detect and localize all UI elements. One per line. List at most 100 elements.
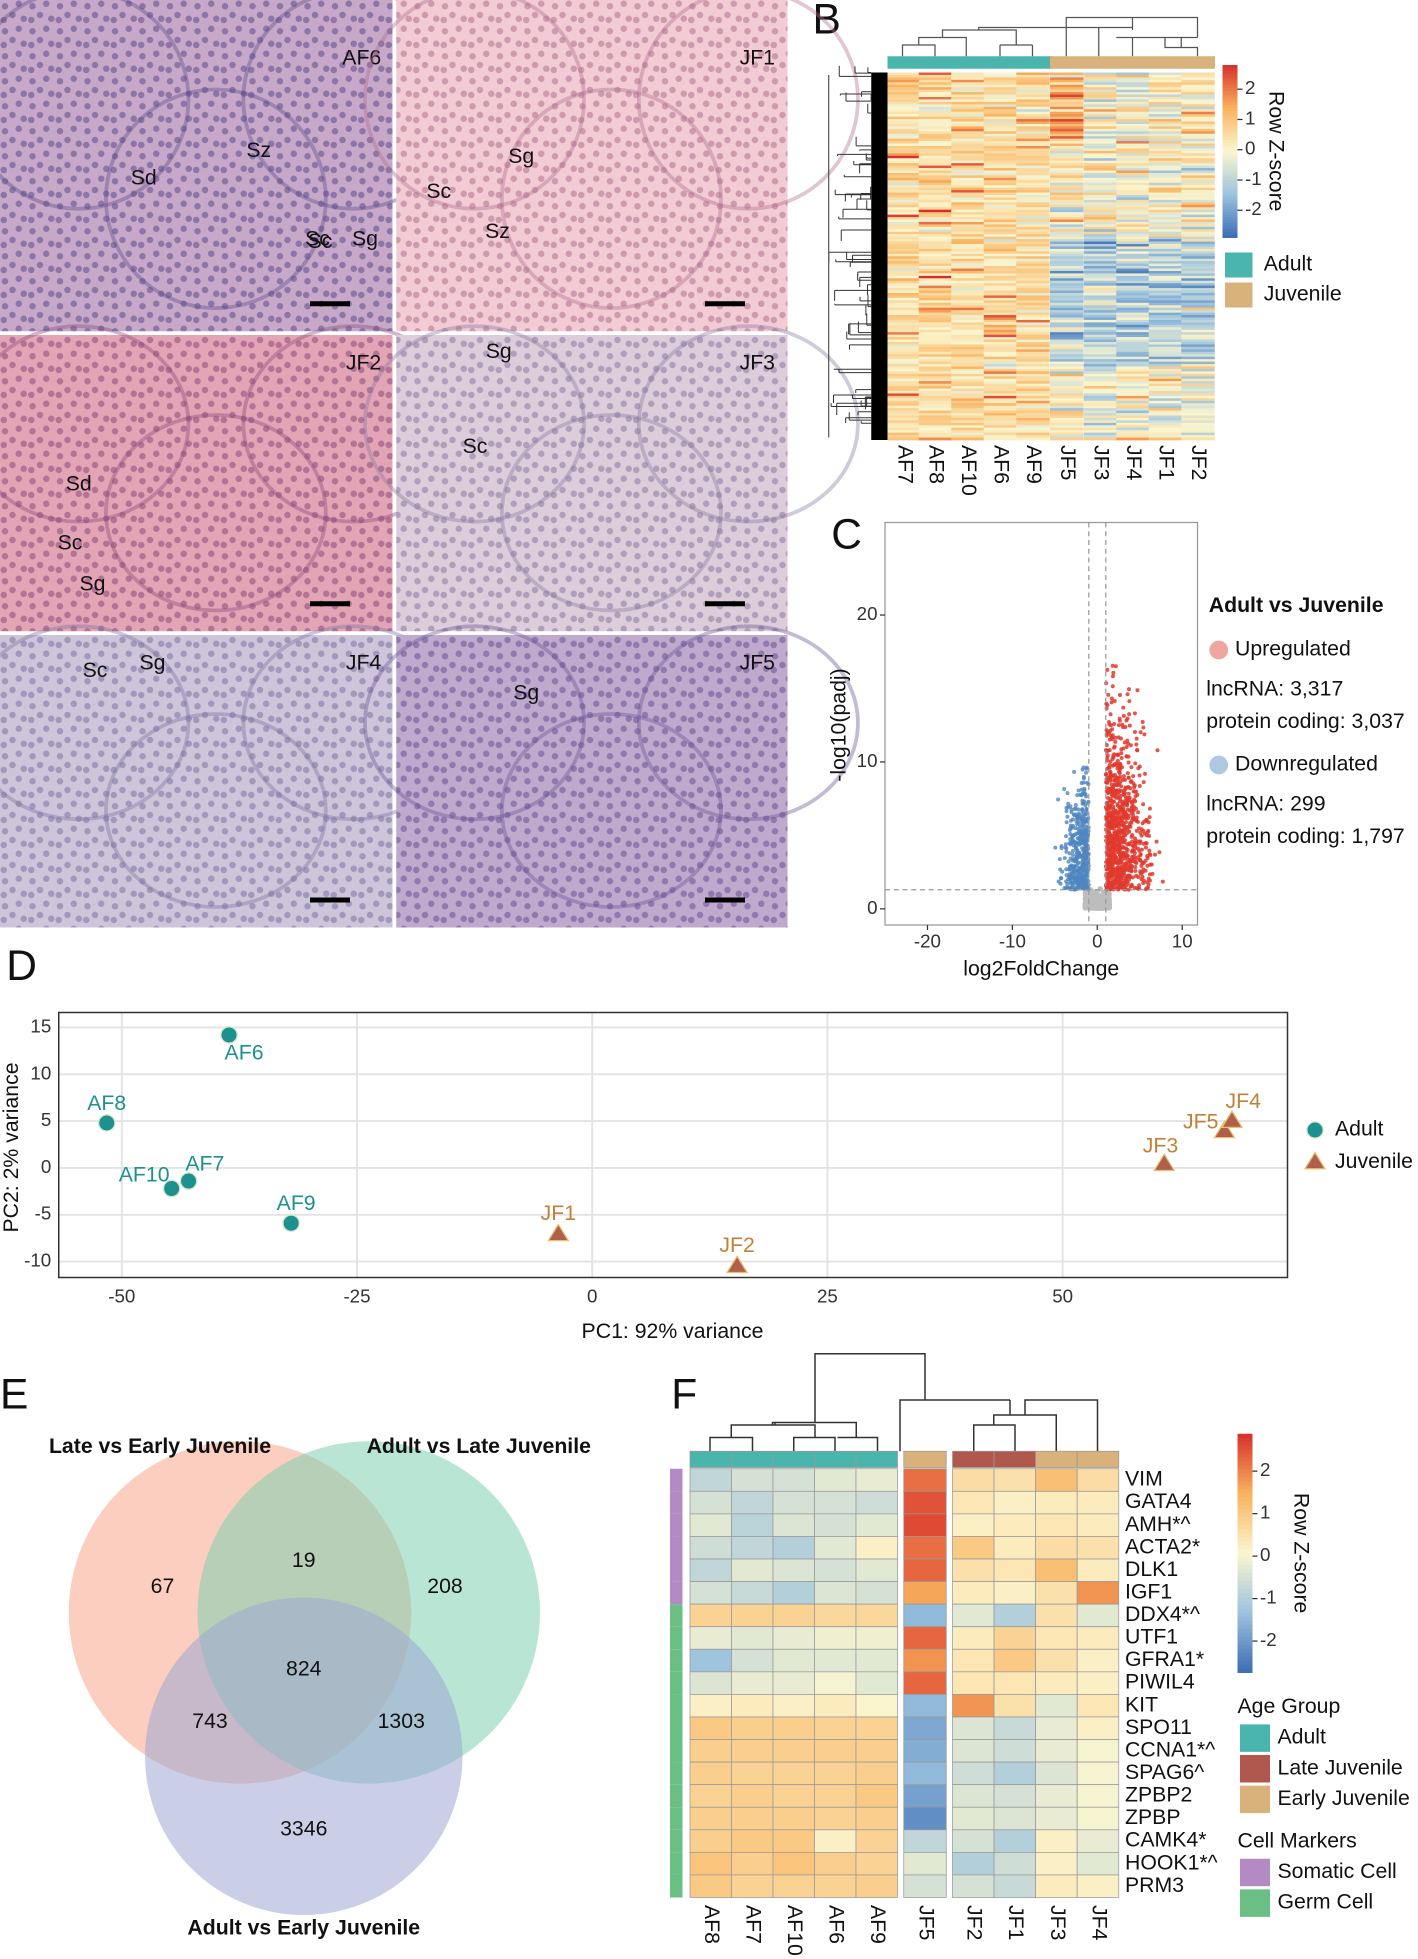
heatmap-texture <box>887 251 921 255</box>
heatmap-texture <box>1116 268 1150 272</box>
heatmap-texture <box>951 295 985 299</box>
heatmap-cell <box>814 1558 857 1582</box>
colorbar-step <box>1237 1465 1253 1471</box>
heatmap-texture <box>1181 339 1215 343</box>
heatmap-texture <box>1050 248 1084 252</box>
heatmap-texture <box>1083 368 1118 372</box>
heatmap-cell <box>993 1716 1036 1740</box>
heatmap-texture <box>887 307 921 311</box>
heatmap-texture <box>1050 253 1084 257</box>
group-bar <box>689 1450 732 1468</box>
heatmap-cell <box>1076 1513 1120 1537</box>
point-texture <box>1113 855 1118 860</box>
heatmap-texture <box>983 413 1018 416</box>
colorbar-step <box>1237 1501 1253 1506</box>
heatmap-texture <box>1016 214 1050 218</box>
heatmap-cell <box>993 1829 1036 1853</box>
heatmap-texture <box>983 197 1018 201</box>
heatmap-texture <box>983 109 1018 113</box>
heatmap-texture <box>1116 364 1150 367</box>
heatmap-texture <box>983 324 1018 328</box>
heatmap-texture <box>1016 241 1050 245</box>
heatmap-texture <box>1116 261 1150 264</box>
set-label: Late vs Early Juvenile <box>49 1434 271 1458</box>
heatmap-texture <box>918 106 953 110</box>
heatmap-cell <box>952 1829 995 1853</box>
heatmap-texture <box>1148 74 1183 78</box>
heatmap-texture <box>1050 195 1084 198</box>
heatmap-texture <box>1181 185 1215 189</box>
heatmap-cell <box>1076 1739 1120 1763</box>
heatmap-texture <box>1050 378 1084 382</box>
heatmap-texture <box>1116 405 1150 409</box>
heatmap-texture <box>887 410 921 414</box>
heatmap-texture <box>1050 138 1084 142</box>
point-texture <box>1120 866 1125 871</box>
heatmap-texture <box>1016 141 1050 144</box>
heatmap-texture <box>1181 329 1215 333</box>
heatmap-texture <box>887 82 921 86</box>
heatmap-texture <box>951 229 985 233</box>
heatmap-texture <box>918 373 953 377</box>
heatmap-texture <box>983 199 1018 203</box>
point-texture <box>1132 729 1137 734</box>
heatmap-texture <box>1050 77 1084 81</box>
point-texture <box>1139 863 1144 868</box>
point-texture <box>1119 882 1124 887</box>
x-tick-label: -10 <box>999 930 1026 951</box>
point-texture <box>1109 700 1114 705</box>
heatmap-texture <box>983 251 1018 255</box>
heatmap-texture <box>887 354 921 358</box>
heatmap-texture <box>1148 253 1183 257</box>
micrograph <box>0 635 393 928</box>
heatmap-texture <box>1116 72 1150 76</box>
legend-title: Age Group <box>1238 1694 1341 1718</box>
heatmap-texture <box>1016 155 1050 159</box>
heatmap-texture <box>887 160 921 164</box>
heatmap-texture <box>983 383 1018 387</box>
heatmap-texture <box>887 305 921 309</box>
heatmap-texture <box>887 109 921 113</box>
heatmap-texture <box>983 422 1018 426</box>
colorbar-step <box>1222 159 1238 164</box>
heatmap-texture <box>951 258 985 262</box>
heatmap-texture <box>1148 354 1183 358</box>
heatmap-texture <box>1148 87 1183 91</box>
heatmap-texture <box>1181 332 1215 336</box>
point-texture <box>1109 833 1114 838</box>
colorbar-step <box>1222 191 1238 195</box>
heatmap-texture <box>983 138 1018 142</box>
point-texture <box>1122 838 1127 843</box>
heatmap-cell <box>772 1806 815 1831</box>
heatmap-texture <box>1050 346 1084 350</box>
heatmap-cell <box>731 1806 774 1831</box>
point-texture <box>1080 858 1085 863</box>
heatmap-texture <box>983 408 1018 411</box>
heatmap-texture <box>1083 327 1118 331</box>
heatmap-texture <box>1050 74 1084 78</box>
heatmap-texture <box>951 344 985 348</box>
heatmap-texture <box>1148 417 1183 421</box>
heatmap-texture <box>1181 417 1215 421</box>
point-texture <box>1115 775 1120 780</box>
heatmap-texture <box>951 138 985 142</box>
heatmap-texture <box>1181 77 1215 81</box>
heatmap-texture <box>1181 427 1215 431</box>
heatmap-texture <box>918 195 953 198</box>
x-tick-label: 0 <box>587 1285 597 1306</box>
point-texture <box>1121 746 1126 751</box>
heatmap-texture <box>1181 229 1215 233</box>
heatmap-texture <box>1116 322 1150 326</box>
heatmap-texture <box>887 221 921 225</box>
heatmap-texture <box>951 425 985 429</box>
heatmap-cell <box>855 1806 898 1831</box>
heatmap-texture <box>983 236 1018 240</box>
point-texture <box>1130 832 1135 837</box>
heatmap-cell <box>903 1468 947 1492</box>
heatmap-texture <box>951 192 985 196</box>
heatmap-texture <box>951 329 985 333</box>
heatmap-texture <box>918 415 953 419</box>
point-texture <box>1127 723 1132 728</box>
heatmap-texture <box>1181 297 1215 301</box>
heatmap-texture <box>918 351 953 355</box>
